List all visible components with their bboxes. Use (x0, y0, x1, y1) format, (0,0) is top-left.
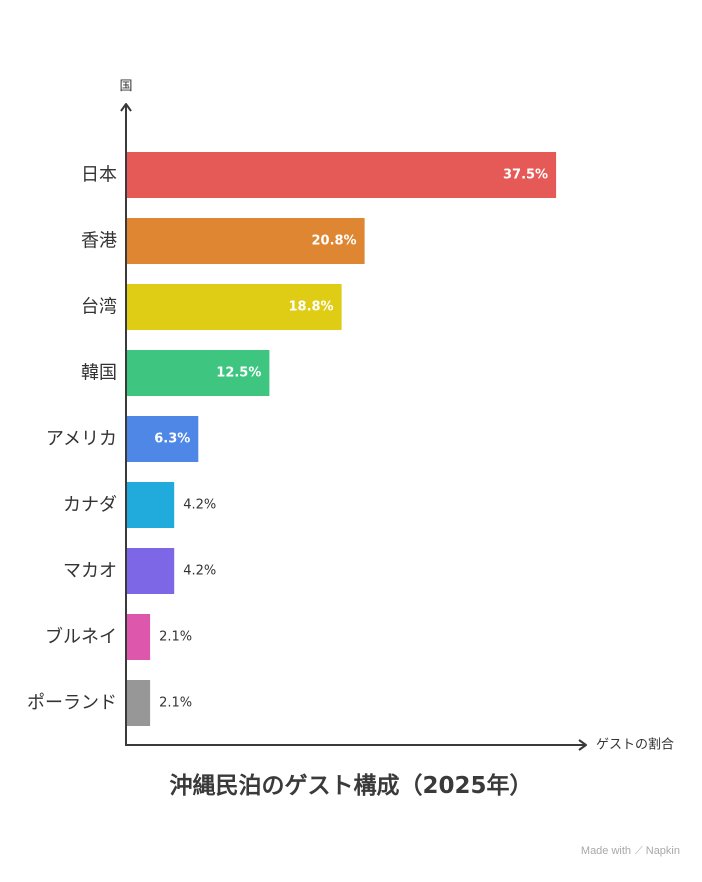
category-label: ブルネイ (45, 626, 117, 648)
data-label: 20.8% (311, 234, 356, 249)
x-axis-title: ゲストの割合 (596, 737, 674, 753)
napkin-logo-icon: ⟋ (635, 845, 643, 857)
bar (126, 218, 365, 264)
data-label: 2.1% (159, 630, 192, 645)
bar (126, 416, 199, 462)
chart-title: 沖縄民泊のゲスト構成（2025年） (169, 773, 533, 799)
category-label: 韓国 (81, 363, 117, 384)
bar (126, 482, 175, 528)
category-label: カナダ (63, 495, 117, 516)
y-axis-title: 国 (119, 79, 132, 94)
bar (126, 680, 151, 726)
data-label: 4.2% (183, 564, 216, 579)
data-label: 18.8% (288, 300, 333, 315)
data-label: 37.5% (503, 168, 548, 183)
x-axis-arrow-icon (578, 739, 587, 751)
bar (126, 284, 342, 330)
category-label: ポーランド (27, 693, 117, 714)
watermark-prefix: Made with (580, 845, 632, 857)
category-label: 日本 (81, 165, 117, 186)
data-label: 6.3% (154, 432, 190, 447)
bar (126, 152, 557, 198)
bar (126, 548, 175, 594)
bar (126, 350, 270, 396)
category-label: 香港 (81, 231, 117, 252)
watermark: Made with ⟋ Napkin (581, 845, 680, 858)
data-label: 12.5% (216, 366, 261, 381)
bar (126, 614, 151, 660)
watermark-brand: Napkin (645, 845, 680, 857)
y-axis-arrow-icon (120, 103, 132, 112)
category-label: マカオ (63, 561, 117, 582)
category-label: 台湾 (81, 297, 117, 318)
data-label: 4.2% (183, 498, 216, 513)
data-label: 2.1% (159, 696, 192, 711)
category-label: アメリカ (46, 429, 117, 450)
